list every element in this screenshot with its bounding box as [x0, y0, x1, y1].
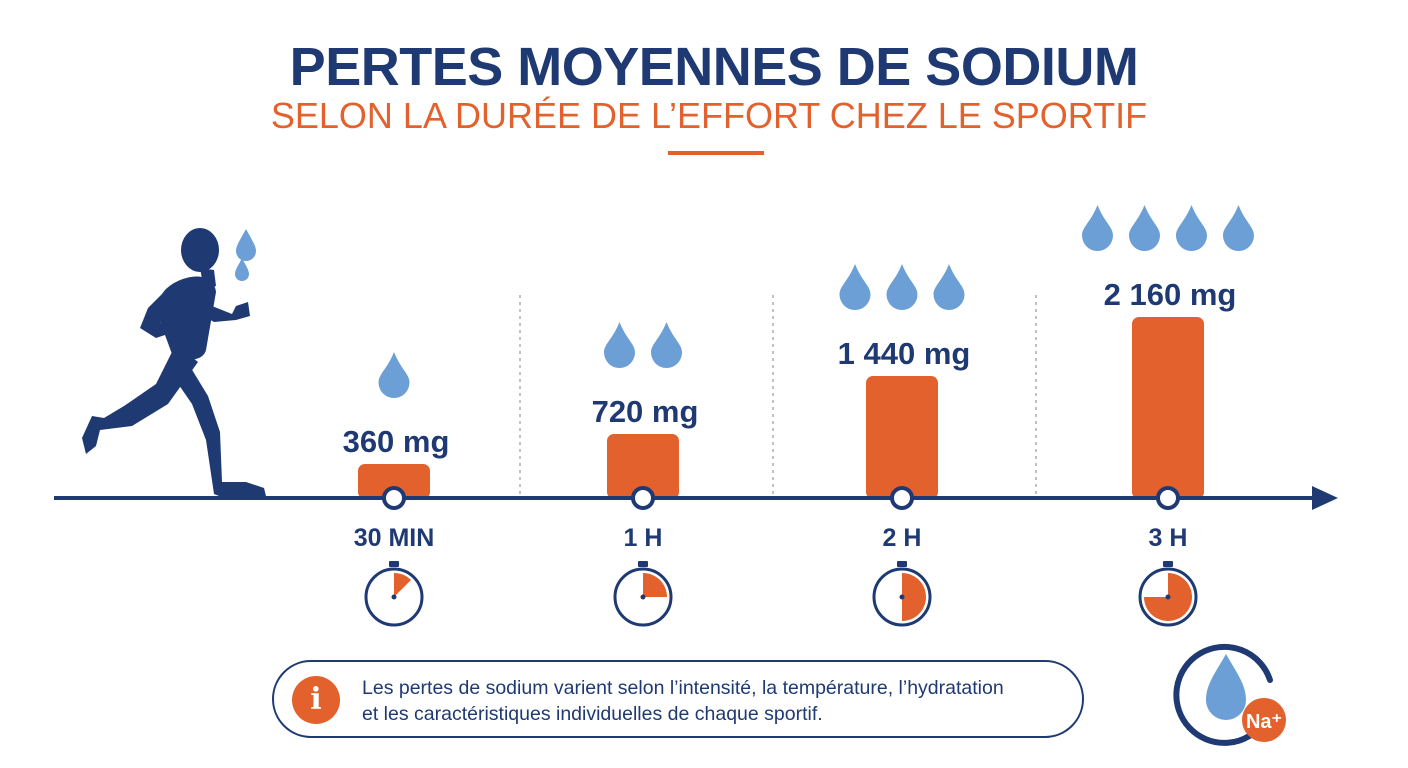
sodium-badge-label: Na⁺ — [1246, 711, 1282, 733]
water-drop-icon — [1223, 205, 1254, 251]
stopwatch-icon — [364, 561, 424, 627]
water-drop-icon — [1176, 205, 1207, 251]
value-label-4: 2 160 mg — [1104, 277, 1237, 312]
markers-layer: 30 MIN 1 H 2 H 3 H — [354, 486, 1198, 627]
info-line-1: Les pertes de sodium varient selon l’int… — [362, 677, 1004, 699]
water-drop-icon — [1129, 205, 1160, 251]
stopwatch-icon — [1138, 561, 1198, 627]
axis-marker-4 — [1156, 486, 1180, 510]
chart-subtitle: SELON LA DURÉE DE L’EFFORT CHEZ LE SPORT… — [271, 95, 1147, 136]
bar-2 — [607, 434, 679, 499]
axis-marker-1 — [382, 486, 406, 510]
axis-marker-3 — [890, 486, 914, 510]
info-text: Les pertes de sodium varient selon l’int… — [362, 675, 1062, 727]
runner-silhouette-icon — [82, 228, 266, 498]
stopwatch-icon — [872, 561, 932, 627]
tick-label-4: 3 H — [1149, 524, 1188, 552]
stopwatch-icon — [613, 561, 673, 627]
axis-arrow-icon — [1312, 486, 1338, 510]
value-label-1: 360 mg — [343, 424, 450, 459]
water-drop-icon — [651, 322, 682, 368]
chart-title: PERTES MOYENNES DE SODIUM — [290, 37, 1139, 97]
water-drop-icon — [604, 322, 635, 368]
bar-4 — [1132, 317, 1204, 499]
water-drop-icon — [933, 264, 965, 310]
value-label-3: 1 440 mg — [838, 336, 971, 371]
water-drop-icon — [839, 264, 871, 310]
bars-layer: 360 mg 720 mg 1 440 mg 2 160 mg — [343, 205, 1254, 499]
water-drop-icon — [1082, 205, 1113, 251]
water-drop-icon — [236, 229, 256, 261]
bar-1 — [358, 464, 430, 499]
axis-marker-2 — [631, 486, 655, 510]
tick-label-1: 30 MIN — [354, 524, 435, 552]
sodium-drop-badge-icon: Na⁺ — [1173, 643, 1286, 746]
info-line-2: et les caractéristiques individuelles de… — [362, 703, 823, 725]
info-icon: i — [292, 676, 340, 724]
tick-label-2: 1 H — [624, 524, 663, 552]
water-drop-icon — [886, 264, 918, 310]
value-label-2: 720 mg — [592, 394, 699, 429]
tick-label-3: 2 H — [883, 524, 922, 552]
bar-3 — [866, 376, 938, 499]
water-drop-icon — [378, 352, 410, 398]
water-drop-icon — [235, 258, 249, 281]
title-underline — [668, 151, 764, 155]
info-note: i Les pertes de sodium varient selon l’i… — [272, 660, 1084, 738]
